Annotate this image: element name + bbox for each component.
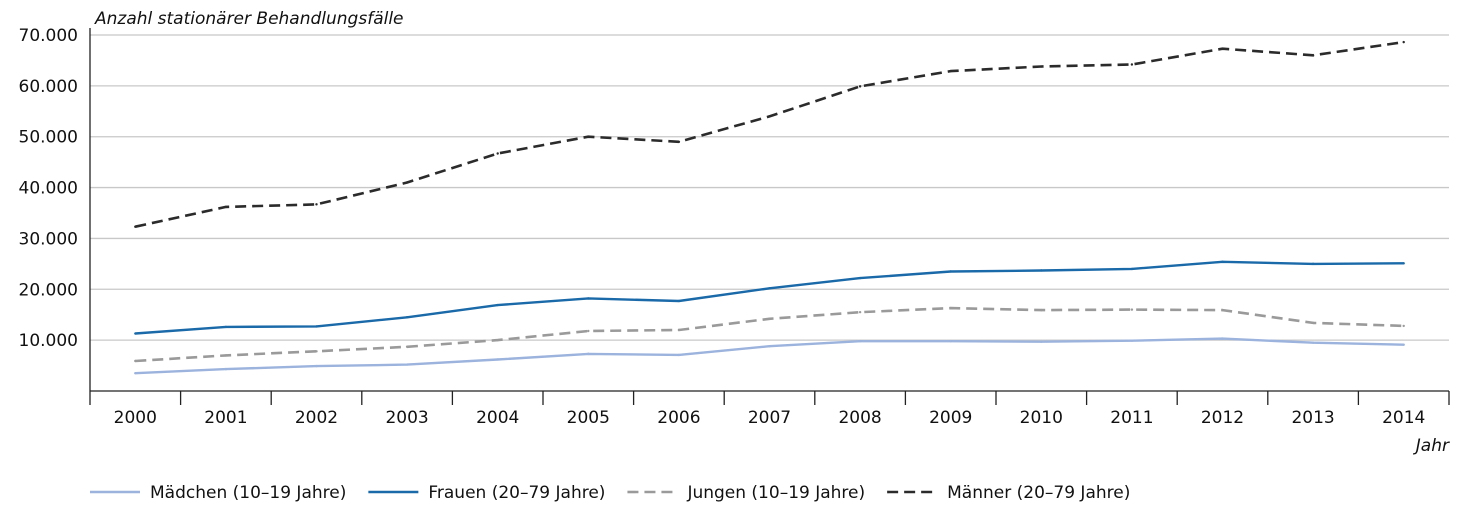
x-tick-label: 2014 [1382,408,1425,428]
data-point [1402,40,1405,44]
series-line [135,337,1404,375]
x-tick-label: 2013 [1291,408,1334,428]
y-tick-label: 70.000 [19,26,78,46]
legend-label: Mädchen (10–19 Jahre) [150,483,346,503]
x-tick-label: 2005 [567,408,610,428]
data-point [1311,321,1315,325]
data-point [1402,343,1405,346]
data-point [224,325,228,329]
data-point [315,364,318,368]
data-point [1402,262,1405,265]
data-point [768,317,771,320]
x-tick-label: 2011 [1110,408,1153,428]
data-point [858,276,862,280]
legend-label: Jungen (10–19 Jahre) [686,483,865,503]
data-point [677,299,681,303]
data-point [224,354,228,357]
data-point [677,328,681,332]
data-point [1040,340,1043,343]
series-lines [134,40,1405,375]
x-tick-label: 2004 [476,408,519,428]
data-point [134,225,137,228]
data-point [858,310,862,314]
y-tick-label: 50.000 [19,128,78,148]
data-point [405,316,409,319]
data-point [587,352,590,356]
y-axis-title: Anzahl stationärer Behandlungsfälle [94,9,404,29]
data-point [315,350,318,353]
x-tick-label: 2007 [748,408,791,428]
x-axis-title: Jahr [1413,436,1450,456]
data-point [587,297,590,300]
y-tick-label: 40.000 [19,179,78,199]
data-point [1221,337,1224,340]
data-point [858,339,862,343]
y-tick-label: 30.000 [19,229,78,249]
legend-label: Frauen (20–79 Jahre) [428,483,605,503]
y-tick-label: 20.000 [19,280,78,300]
x-tick-label: 2008 [838,408,881,428]
data-point [224,205,228,209]
data-point [1311,341,1315,344]
y-tick-label: 60.000 [19,77,78,97]
data-point [1130,267,1134,271]
data-point [677,140,681,143]
data-point [1040,308,1043,312]
data-point [768,287,771,290]
data-point [405,181,409,184]
x-tick-label: 2002 [295,408,338,428]
x-tick-label: 2001 [204,408,247,428]
data-point [1221,47,1224,50]
data-point [1221,260,1224,264]
data-point [949,306,952,310]
data-point [949,69,952,73]
data-point [134,332,137,335]
data-point [496,338,499,342]
data-point [405,363,409,366]
data-point [587,329,590,333]
axes: 10.000 20.000 30.000 40.000 50.000 60.000 70.0… [19,26,1450,428]
data-point [315,325,318,328]
data-point [224,367,228,371]
x-tick-label: 2000 [114,408,157,428]
data-point [315,203,318,206]
data-point [134,372,137,375]
data-point [496,152,499,155]
data-point [1311,262,1315,266]
x-tick-label: 2006 [657,408,700,428]
data-point [1311,54,1315,57]
data-point [134,359,137,363]
grid-lines [90,34,1449,341]
data-point [677,353,681,357]
data-point [1130,308,1134,311]
data-point [768,345,771,348]
x-tick-label: 2003 [385,408,428,428]
data-point [587,135,590,138]
data-point [405,345,409,348]
data-point [1130,63,1134,66]
data-point [1040,65,1043,68]
series-line [135,260,1404,335]
series-line [135,40,1404,228]
data-point [1040,269,1043,272]
data-point [858,85,862,88]
data-point [949,339,952,343]
data-point [496,358,499,361]
x-tick-label: 2010 [1020,408,1063,428]
y-tick-label: 10.000 [19,331,78,351]
data-point [1221,308,1224,312]
x-tick-label: 2009 [929,408,972,428]
x-tick-label: 2012 [1201,408,1244,428]
data-point [1402,324,1405,328]
data-point [768,115,771,118]
data-point [949,270,952,273]
legend-label: Männer (20–79 Jahre) [947,483,1130,503]
data-point [1130,339,1134,342]
series-line [135,306,1404,363]
legend: Mädchen (10–19 Jahre) Frauen (20–79 Jahre… [90,483,1130,503]
data-point [496,303,499,307]
